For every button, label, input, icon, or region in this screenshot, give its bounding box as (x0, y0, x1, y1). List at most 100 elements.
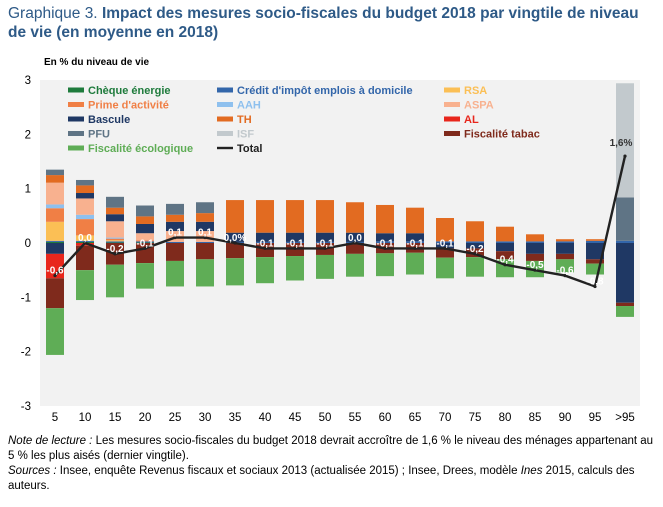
bar-segment (406, 252, 424, 275)
bar-segment (586, 259, 604, 264)
bar-segment (46, 278, 64, 309)
bar-segment (466, 241, 484, 243)
total-point (533, 268, 537, 272)
legend-label: ASPA (464, 100, 494, 112)
bar-segment (76, 270, 94, 301)
total-point (263, 246, 267, 251)
x-tick-label: 75 (469, 412, 482, 424)
total-data-label: -0,1 (286, 238, 304, 249)
bar-segment (556, 253, 574, 260)
bar-segment (346, 232, 364, 242)
total-data-label: 0,0 (78, 233, 92, 244)
bar-segment (556, 241, 574, 243)
bar-segment (76, 235, 94, 241)
total-data-label: 0,0 (348, 233, 362, 244)
bar-segment (196, 202, 214, 214)
legend-label: Crédit d'impôt emplois à domicile (237, 85, 413, 97)
total-data-label: 0,1 (168, 228, 182, 239)
x-tick-label: 30 (199, 412, 212, 424)
x-tick-label: 45 (289, 412, 302, 424)
bar-segment (166, 241, 184, 243)
y-tick-label: 2 (25, 129, 31, 141)
y-tick-label: -3 (21, 401, 31, 413)
bar-segment (76, 245, 94, 271)
bar-segment (46, 204, 64, 209)
bar-segment (136, 240, 154, 242)
legend-label: Bascule (88, 114, 130, 126)
bar-segment (616, 306, 634, 317)
legend-swatch (217, 87, 233, 93)
chart-title: Graphique 3. Impact des mesures socio-fi… (8, 4, 658, 42)
bar-segment (556, 259, 574, 273)
bar-segment (76, 193, 94, 199)
bar-segment (166, 203, 184, 215)
bar-segment (76, 214, 94, 220)
x-tick-label: 20 (139, 412, 152, 424)
x-tick-label: 10 (79, 412, 92, 424)
total-point (293, 246, 297, 251)
bar-segment (346, 202, 364, 233)
bar-segment (286, 241, 304, 243)
bar-segment (106, 242, 124, 243)
bar-segment (556, 239, 574, 242)
total-data-label: -0,2 (466, 244, 484, 255)
sources-text-2: 2015, calculs des auteurs. (8, 465, 635, 492)
total-data-label: 0,0% (224, 233, 247, 244)
total-data-label: -0,6 (556, 266, 574, 277)
total-data-label: -0,8 (586, 276, 604, 287)
bar-segment (46, 243, 64, 254)
chart-footer: Note de lecture : Les mesures socio-fisc… (8, 434, 658, 494)
bar-segment (616, 243, 634, 303)
legend-label: Fiscalité écologique (88, 143, 193, 155)
bar-segment (466, 257, 484, 277)
bar-segment (136, 241, 154, 243)
legend-swatch (217, 131, 233, 136)
bar-segment (136, 263, 154, 289)
bar-segment (586, 263, 604, 275)
total-data-label: -0,6 (46, 266, 64, 277)
bar-segment (196, 241, 214, 243)
x-tick-label: 90 (559, 412, 572, 424)
bar-segment (166, 214, 184, 222)
bar-segment (316, 232, 334, 242)
bar-segment (526, 253, 544, 261)
chart-number: Graphique 3. (8, 5, 98, 22)
total-point (143, 246, 147, 251)
bar-segment (136, 242, 154, 243)
total-data-label: -0,1 (316, 238, 334, 249)
bar-segment (106, 196, 124, 208)
x-tick-label: 70 (439, 412, 452, 424)
chart-title-text: Impact des mesures socio-fiscales du bud… (8, 5, 639, 41)
bar-segment (106, 237, 124, 239)
bar-segment (106, 214, 124, 222)
legend-label: AAH (237, 100, 261, 112)
bar-segment (586, 240, 604, 243)
bar-segment (526, 243, 544, 254)
bar-segment (346, 243, 364, 254)
bar-segment (286, 200, 304, 233)
total-line (54, 155, 627, 289)
total-data-label: -0,1 (136, 238, 154, 249)
bar-segment (196, 221, 214, 232)
total-point (113, 252, 117, 256)
bar-segment (436, 218, 454, 242)
legend-swatch (68, 116, 84, 122)
bar-segment (376, 241, 394, 243)
x-tick-label: 60 (379, 412, 392, 424)
x-tick-label: 80 (499, 412, 512, 424)
y-tick-label: 3 (25, 75, 31, 87)
x-tick-label: 15 (109, 412, 122, 424)
bar-segment (136, 223, 154, 234)
bar-segment (316, 241, 334, 243)
bar-segment (166, 221, 184, 232)
bar-segment (376, 253, 394, 277)
total-point (563, 274, 567, 278)
bar-segment (496, 251, 514, 260)
total-data-label: -0,2 (106, 244, 124, 255)
bar-segment (496, 241, 514, 243)
bar-segment (196, 243, 214, 260)
bar-segment (46, 308, 64, 355)
plot-area (40, 80, 640, 406)
total-data-label: -0,4 (496, 255, 514, 266)
total-point (203, 235, 207, 240)
